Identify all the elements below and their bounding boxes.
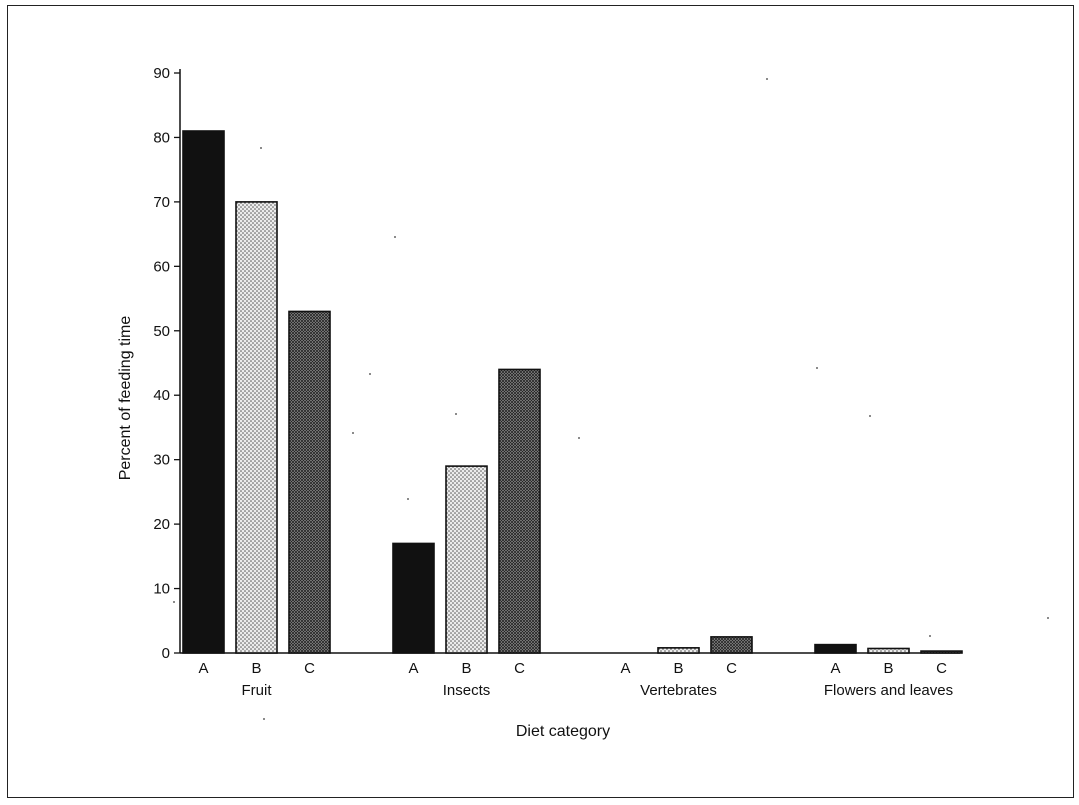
- series-letter-label: A: [830, 660, 840, 677]
- bar-insects-b: [445, 465, 488, 654]
- series-letter-label: C: [726, 660, 737, 677]
- y-tick-label: 60: [153, 258, 170, 275]
- y-tick-label: 90: [153, 65, 170, 82]
- y-axis-title: Percent of feeding time: [117, 316, 134, 481]
- category-label: Insects: [443, 682, 491, 699]
- scan-speck: [578, 437, 580, 439]
- scan-speck: [766, 78, 768, 80]
- scan-speck: [1047, 617, 1049, 619]
- scan-speck: [407, 498, 409, 500]
- category-label: Vertebrates: [640, 682, 717, 699]
- series-letter-label: C: [514, 660, 525, 677]
- scan-speck: [869, 415, 871, 417]
- scan-speck: [816, 367, 818, 369]
- y-tick-label: 50: [153, 323, 170, 340]
- bar-fruit-b: [235, 201, 278, 654]
- scan-specks: [173, 78, 1049, 720]
- scan-speck: [455, 413, 457, 415]
- scan-speck: [352, 432, 354, 434]
- bar-fruit-a: [182, 130, 225, 654]
- y-tick-label: 30: [153, 452, 170, 469]
- y-tick-label: 0: [162, 645, 170, 662]
- scan-speck: [929, 635, 931, 637]
- scan-speck: [260, 147, 262, 149]
- category-label: Fruit: [242, 682, 273, 699]
- scan-speck: [263, 718, 265, 720]
- series-letter-label: A: [620, 660, 630, 677]
- bar-flowers-and-leaves-a: [814, 643, 857, 654]
- category-label: Flowers and leaves: [824, 682, 953, 699]
- series-letter-label: B: [673, 660, 683, 677]
- bar-insects-c: [498, 368, 541, 654]
- labels: 0 10 20 30 40 50 60 70 80 90 A B C Fruit A B C Insects A B C…: [117, 65, 953, 740]
- bar-flowers-and-leaves-b: [867, 647, 910, 654]
- series-letter-label: B: [251, 660, 261, 677]
- bar-flowers-and-leaves-c: [920, 650, 963, 654]
- bar-vertebrates-b: [657, 647, 700, 654]
- series-letter-label: B: [461, 660, 471, 677]
- scan-speck: [394, 236, 396, 238]
- bar-vertebrates-c: [710, 636, 753, 654]
- y-tick-label: 70: [153, 194, 170, 211]
- y-tick-label: 80: [153, 129, 170, 146]
- series-letter-label: A: [408, 660, 418, 677]
- series-letter-label: C: [304, 660, 315, 677]
- y-tick-label: 40: [153, 387, 170, 404]
- y-tick-label: 20: [153, 516, 170, 533]
- figure-frame: 0 10 20 30 40 50 60 70 80 90 A B C Fruit A B C Insects A B C…: [7, 5, 1074, 798]
- bar-insects-a: [392, 542, 435, 654]
- series-letter-label: A: [198, 660, 208, 677]
- y-tick-label: 10: [153, 581, 170, 598]
- bar-chart: 0 10 20 30 40 50 60 70 80 90 A B C Fruit A B C Insects A B C…: [117, 65, 1049, 740]
- series-letter-label: C: [936, 660, 947, 677]
- bar-fruit-c: [288, 310, 331, 654]
- bars: [182, 130, 963, 654]
- series-letter-label: B: [883, 660, 893, 677]
- scan-speck: [369, 373, 371, 375]
- scan-speck: [173, 601, 175, 603]
- x-axis-title: Diet category: [516, 723, 610, 740]
